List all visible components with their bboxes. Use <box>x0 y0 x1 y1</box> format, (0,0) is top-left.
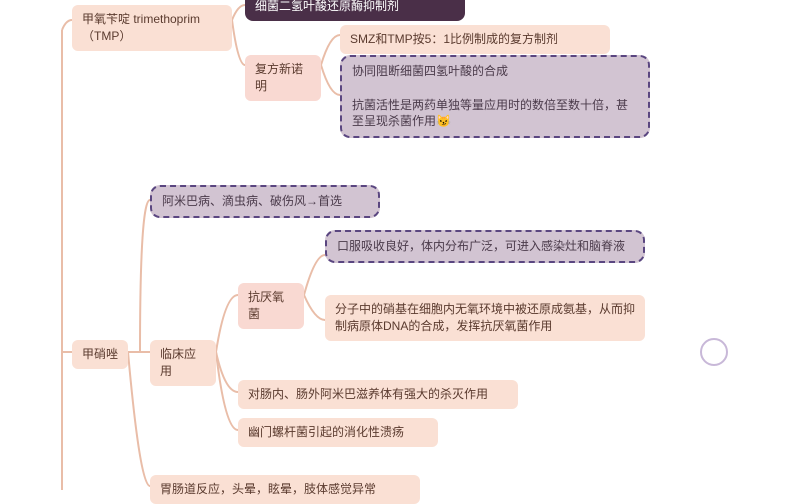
node-anaerobe[interactable]: 抗厌氧菌 <box>238 283 304 329</box>
label: 协同阻断细菌四氢叶酸的合成 抗菌活性是两药单独等量应用时的数倍至数十倍，甚至呈现… <box>352 64 628 128</box>
node-helico[interactable]: 幽门螺杆菌引起的消化性溃疡 <box>238 418 438 447</box>
label: 分子中的硝基在细胞内无氧环境中被还原成氨基，从而抑制病原体DNA的合成，发挥抗厌… <box>335 302 635 333</box>
label: SMZ和TMP按5：1比例制成的复方制剂 <box>350 32 558 46</box>
decoration-circle <box>700 338 728 366</box>
node-coop-box[interactable]: 协同阻断细菌四氢叶酸的合成 抗菌活性是两药单独等量应用时的数倍至数十倍，甚至呈现… <box>340 55 650 138</box>
node-tmp-root[interactable]: 甲氧苄啶 trimethoprim（TMP） <box>72 5 232 51</box>
label: 阿米巴病、滴虫病、破伤风→首选 <box>162 194 342 208</box>
label: 临床应用 <box>160 347 196 378</box>
node-ratio[interactable]: SMZ和TMP按5：1比例制成的复方制剂 <box>340 25 610 54</box>
node-gi[interactable]: 胃肠道反应，头晕，眩晕，肢体感觉异常 <box>150 475 420 504</box>
label: 胃肠道反应，头晕，眩晕，肢体感觉异常 <box>160 482 376 496</box>
node-nitro[interactable]: 分子中的硝基在细胞内无氧环境中被还原成氨基，从而抑制病原体DNA的合成，发挥抗厌… <box>325 295 645 341</box>
node-fufang[interactable]: 复方新诺明 <box>245 55 321 101</box>
label: 甲氧苄啶 trimethoprim（TMP） <box>82 12 200 43</box>
label: 对肠内、肠外阿米巴滋养体有强大的杀灭作用 <box>248 387 488 401</box>
node-jnz-root[interactable]: 甲硝唑 <box>72 340 128 369</box>
label: 抗厌氧菌 <box>248 290 284 321</box>
node-intestine[interactable]: 对肠内、肠外阿米巴滋养体有强大的杀灭作用 <box>238 380 518 409</box>
label: 细菌二氢叶酸还原酶抑制剂 <box>255 0 399 13</box>
label: 甲硝唑 <box>82 347 118 361</box>
label: 复方新诺明 <box>255 62 303 93</box>
node-tmp-inhibitor[interactable]: 细菌二氢叶酸还原酶抑制剂 <box>245 0 465 21</box>
node-amoeba-box[interactable]: 阿米巴病、滴虫病、破伤风→首选 <box>150 185 380 218</box>
node-clinic[interactable]: 临床应用 <box>150 340 216 386</box>
node-oral-box[interactable]: 口服吸收良好，体内分布广泛，可进入感染灶和脑脊液 <box>325 230 645 263</box>
label: 口服吸收良好，体内分布广泛，可进入感染灶和脑脊液 <box>337 239 625 253</box>
label: 幽门螺杆菌引起的消化性溃疡 <box>248 425 404 439</box>
